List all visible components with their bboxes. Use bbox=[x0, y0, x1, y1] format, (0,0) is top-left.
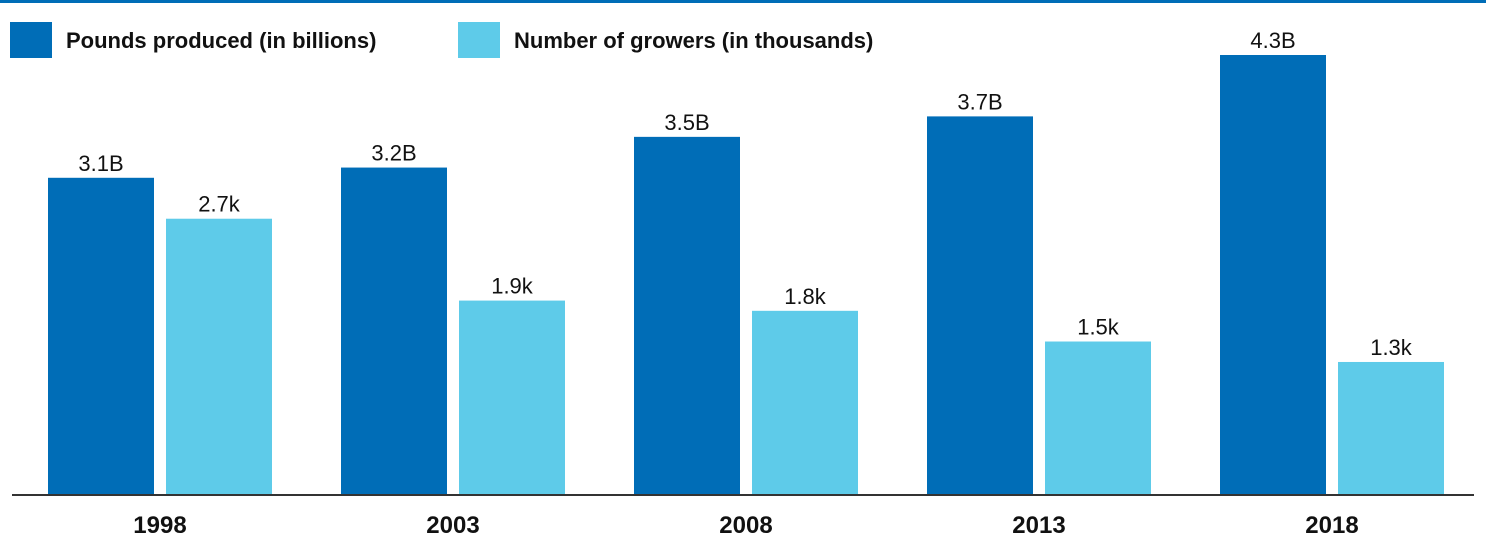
bar-number-of-growers-2003 bbox=[459, 300, 565, 495]
bar-pounds-produced-2018 bbox=[1220, 55, 1326, 495]
bar-pounds-produced-2003 bbox=[341, 167, 447, 495]
data-label-number-of-growers-2013: 1.5k bbox=[1077, 315, 1120, 340]
bar-pounds-produced-2008 bbox=[634, 136, 740, 495]
x-tick-label-2008: 2008 bbox=[719, 512, 772, 539]
x-tick-label-1998: 1998 bbox=[133, 512, 186, 539]
data-label-number-of-growers-1998: 2.7k bbox=[198, 192, 241, 217]
bars-layer bbox=[48, 55, 1444, 495]
data-label-pounds-produced-2003: 3.2B bbox=[371, 141, 416, 166]
legend-swatch-number-of-growers bbox=[458, 22, 500, 58]
data-label-pounds-produced-2018: 4.3B bbox=[1250, 28, 1295, 53]
top-accent-rule bbox=[0, 0, 1486, 3]
x-tick-label-2003: 2003 bbox=[426, 512, 479, 539]
bar-number-of-growers-2018 bbox=[1338, 361, 1444, 495]
data-label-number-of-growers-2008: 1.8k bbox=[784, 284, 827, 309]
data-labels-layer: 3.1B 2.7k 3.2B 1.9k 3.5B 1.8k 3.7B 1.5k 4.3B 1.3k bbox=[78, 28, 1412, 360]
data-label-pounds-produced-2013: 3.7B bbox=[957, 89, 1002, 114]
data-label-number-of-growers-2018: 1.3k bbox=[1370, 335, 1413, 360]
legend-label-pounds-produced: Pounds produced (in billions) bbox=[66, 28, 376, 53]
bar-number-of-growers-2008 bbox=[752, 310, 858, 495]
bar-number-of-growers-2013 bbox=[1045, 341, 1151, 495]
bar-pounds-produced-1998 bbox=[48, 177, 154, 495]
x-axis-tick-labels: 1998 2003 2008 2013 2018 bbox=[133, 512, 1358, 539]
legend-swatch-pounds-produced bbox=[10, 22, 52, 58]
legend-label-number-of-growers: Number of growers (in thousands) bbox=[514, 28, 873, 53]
x-tick-label-2013: 2013 bbox=[1012, 512, 1065, 539]
bar-pounds-produced-2013 bbox=[927, 116, 1033, 495]
data-label-number-of-growers-2003: 1.9k bbox=[491, 274, 534, 299]
bar-number-of-growers-1998 bbox=[166, 218, 272, 495]
data-label-pounds-produced-1998: 3.1B bbox=[78, 151, 123, 176]
x-tick-label-2018: 2018 bbox=[1305, 512, 1358, 539]
data-label-pounds-produced-2008: 3.5B bbox=[664, 110, 709, 135]
legend: Pounds produced (in billions) Number of … bbox=[10, 22, 873, 58]
